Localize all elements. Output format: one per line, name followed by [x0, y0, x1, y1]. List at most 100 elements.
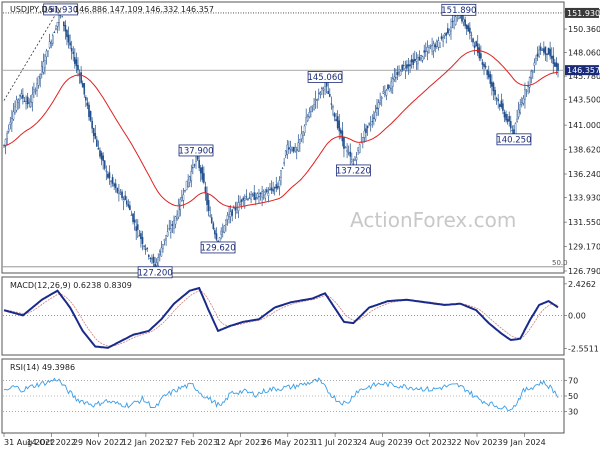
candle — [423, 44, 426, 60]
candle — [171, 220, 174, 234]
rsi-guide-lines — [3, 380, 563, 412]
candle — [94, 124, 97, 140]
candle — [114, 178, 117, 193]
candle — [294, 143, 296, 153]
candle — [538, 45, 540, 58]
candle — [399, 69, 402, 76]
candle — [319, 91, 322, 99]
candle — [374, 104, 377, 122]
candle — [184, 190, 186, 193]
candle — [379, 92, 381, 106]
macd-signal-line — [4, 290, 559, 347]
x-tick-label: 11 Jul 2023 — [312, 438, 357, 447]
candle — [31, 86, 34, 112]
candle — [295, 146, 298, 160]
candle — [525, 89, 528, 97]
candle — [192, 159, 194, 175]
candle — [239, 195, 241, 206]
watermark: ActionForex.com — [350, 208, 516, 232]
candle — [122, 196, 125, 211]
candle — [118, 183, 120, 202]
candle — [70, 40, 73, 60]
candle — [491, 74, 493, 96]
candle — [99, 147, 101, 159]
candle — [159, 249, 161, 262]
candle — [328, 88, 331, 98]
candle — [547, 47, 550, 55]
candle — [480, 45, 482, 62]
candle — [258, 188, 260, 204]
candle — [133, 210, 136, 231]
candle — [264, 188, 267, 202]
candle — [253, 184, 256, 201]
candle — [72, 46, 75, 62]
level-callout-text: 129.620 — [200, 243, 235, 253]
rsi-y-tick-label: 30 — [568, 408, 578, 417]
candle — [436, 39, 438, 49]
candle — [34, 87, 37, 95]
level-callout-4: 145.060 — [307, 71, 343, 83]
candle — [434, 42, 437, 53]
candle — [550, 47, 553, 64]
price-hlines: 50.0 — [3, 12, 568, 268]
price-ohlc: 146.886 147.109 146.332 146.357 — [74, 5, 214, 14]
x-tick-label: 9 Oct 2023 — [408, 438, 452, 447]
candle — [220, 227, 222, 240]
candle — [270, 180, 273, 194]
candle — [517, 101, 520, 120]
candle — [77, 57, 79, 77]
level-50-label: 50.0 — [552, 259, 568, 267]
candle — [292, 146, 295, 154]
candle — [286, 139, 289, 159]
candle — [469, 22, 471, 40]
candle — [17, 98, 19, 110]
candle — [346, 143, 348, 159]
candle — [401, 64, 403, 72]
candle — [166, 224, 169, 237]
candle — [333, 112, 336, 122]
candle — [384, 85, 386, 98]
candle — [124, 190, 126, 201]
candle — [250, 190, 252, 204]
candle — [390, 77, 392, 94]
candle — [428, 44, 430, 54]
candle — [371, 114, 374, 128]
macd-y-tick-label: 2.4262 — [568, 280, 596, 289]
candle — [269, 182, 271, 191]
candle — [313, 97, 315, 111]
candle — [190, 164, 193, 188]
candle — [135, 218, 138, 241]
candle — [56, 22, 59, 34]
candle — [58, 12, 60, 31]
candle — [486, 69, 488, 80]
candle — [12, 102, 15, 121]
candle — [308, 107, 311, 119]
candle — [509, 115, 512, 133]
candle — [549, 41, 551, 60]
candle — [478, 43, 481, 61]
level-callout-1: 127.200 — [138, 266, 173, 278]
candle — [365, 124, 367, 141]
candle — [448, 28, 451, 37]
candle — [247, 197, 249, 201]
candle — [103, 160, 106, 171]
candle — [495, 96, 498, 105]
candle — [40, 60, 43, 79]
candle — [497, 93, 499, 109]
level-callout-3: 129.620 — [200, 241, 236, 253]
candle — [426, 40, 429, 61]
candle — [351, 152, 353, 164]
candle — [439, 42, 441, 48]
candle — [179, 197, 182, 217]
svg-text:146.357: 146.357 — [567, 66, 600, 75]
candle — [177, 198, 180, 220]
candle — [503, 109, 506, 123]
level-callout-text: 127.200 — [138, 268, 173, 278]
level-callout-0: 151.930 — [43, 3, 78, 15]
candle — [96, 136, 98, 147]
candle — [214, 227, 216, 239]
price-moving-average — [3, 5, 559, 208]
candle — [420, 54, 422, 62]
